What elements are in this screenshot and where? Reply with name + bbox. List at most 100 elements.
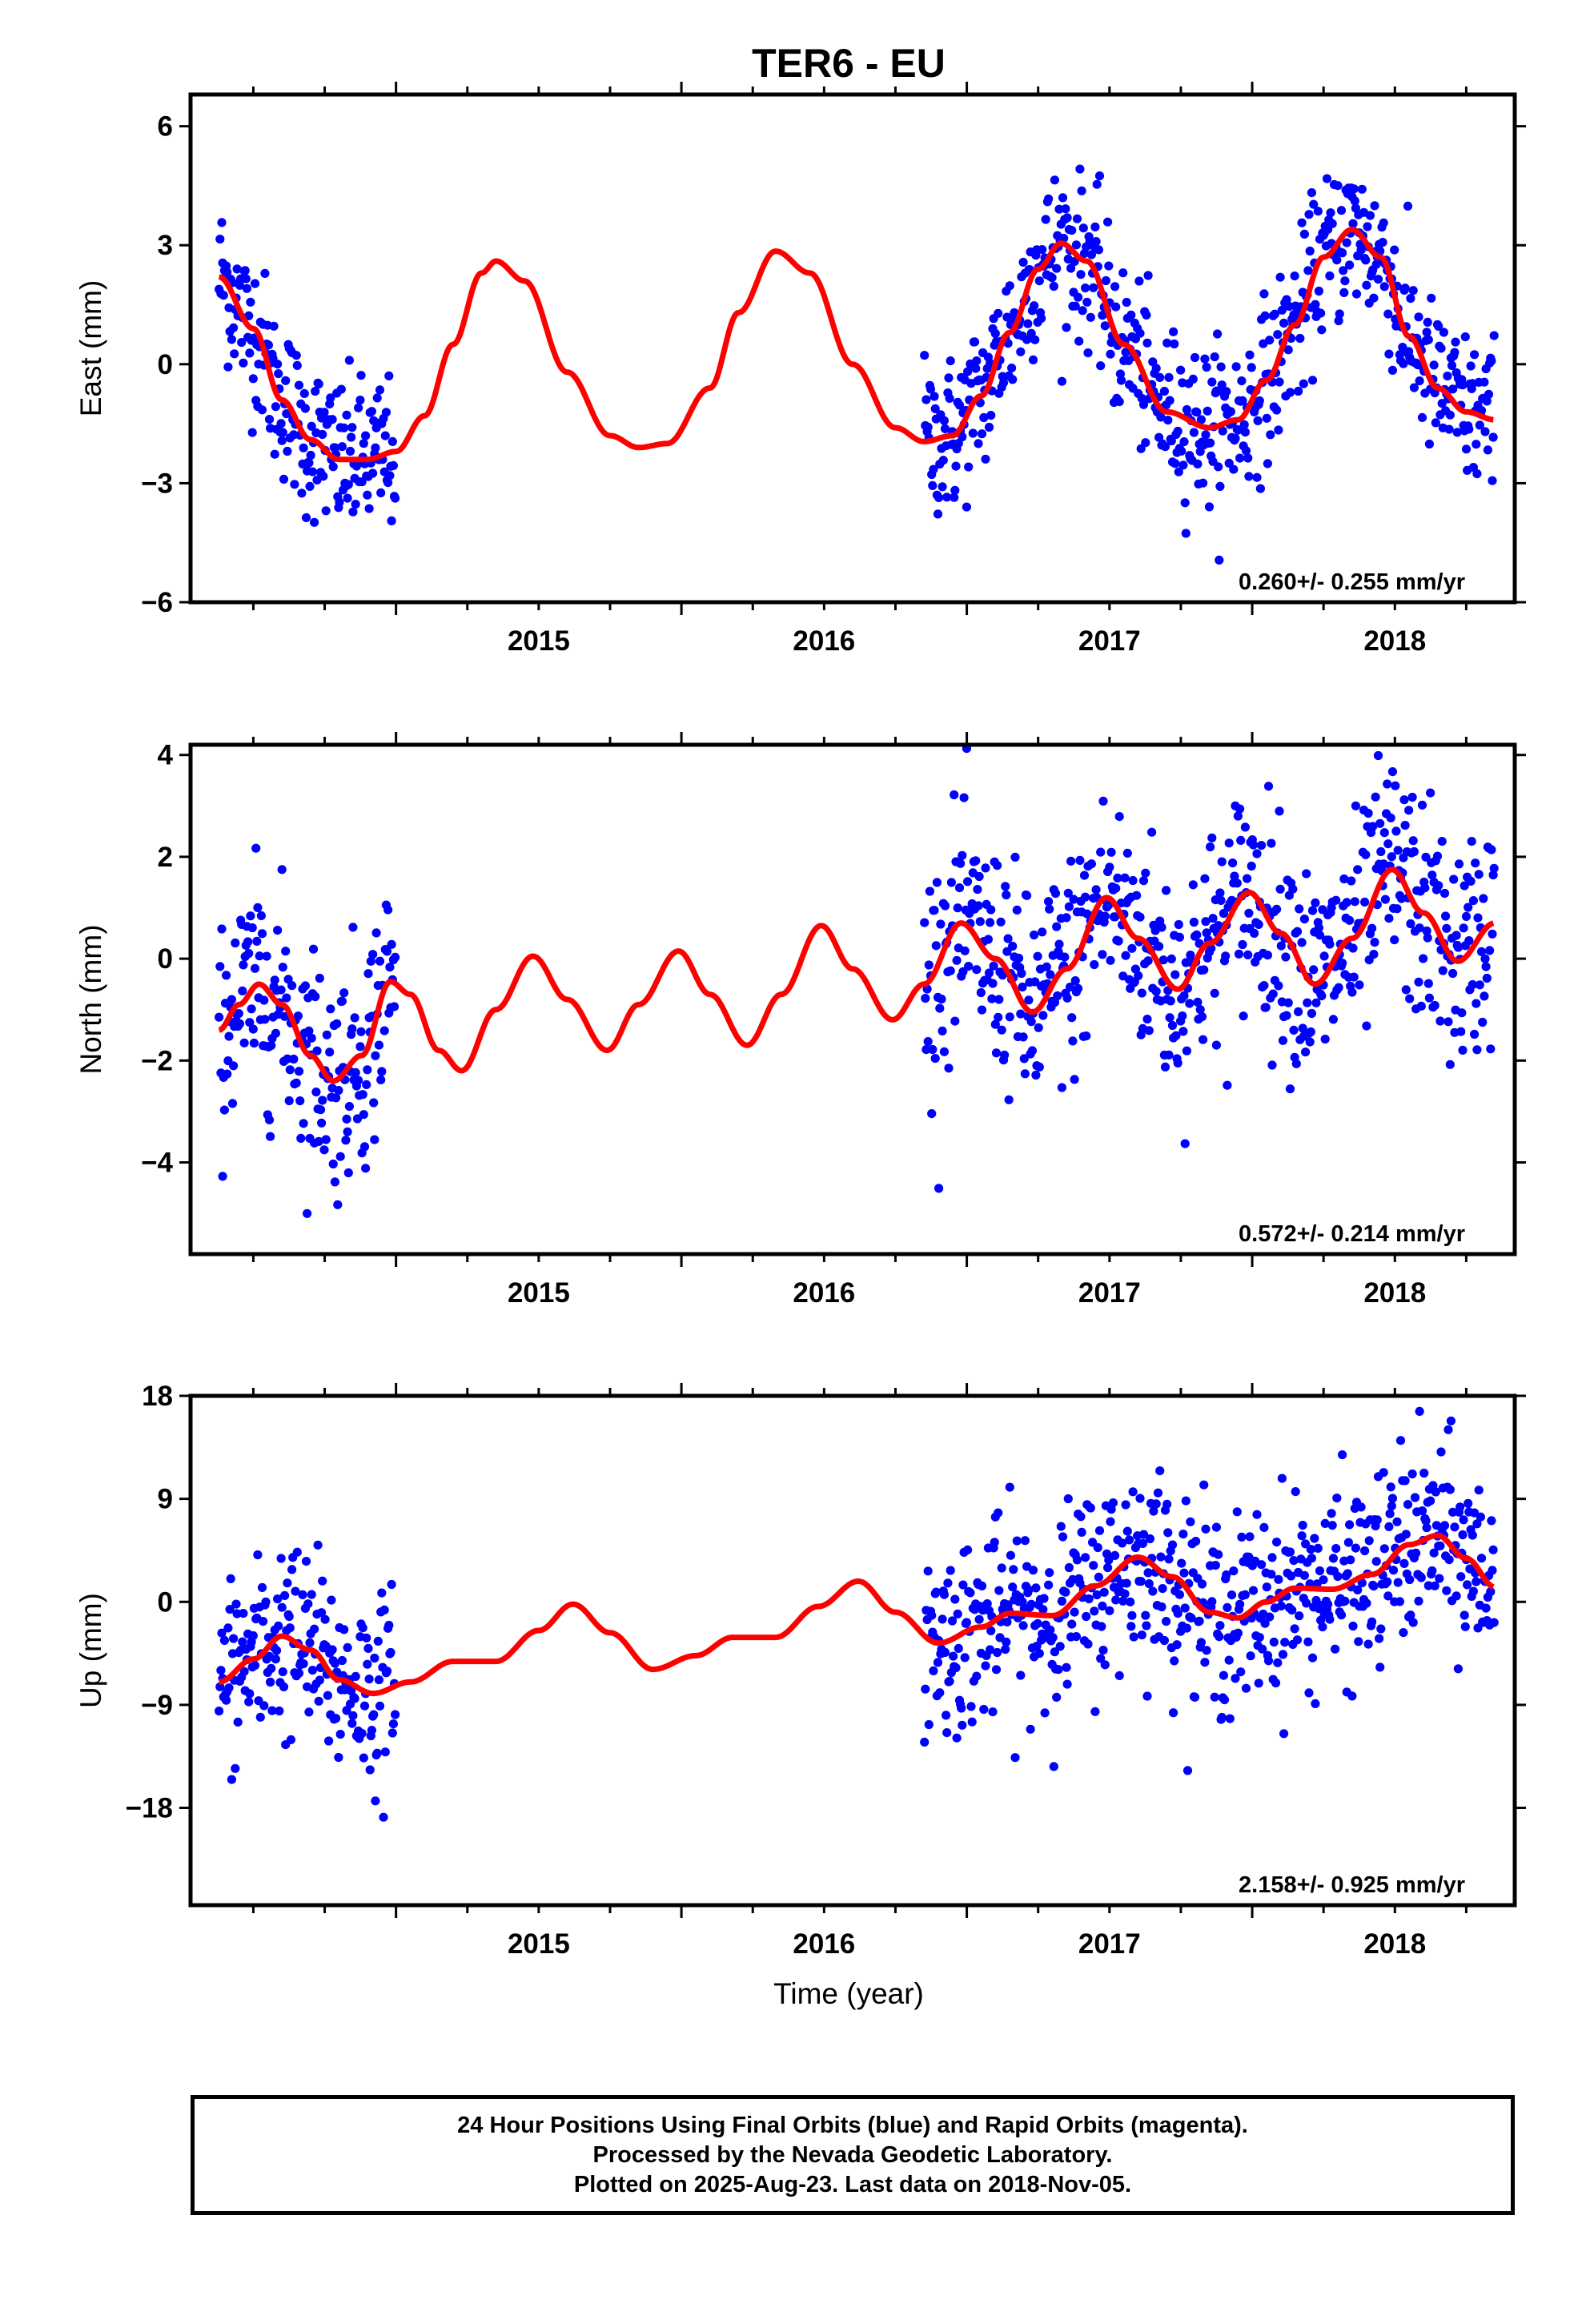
data-point	[1289, 1025, 1299, 1035]
data-point	[257, 1582, 267, 1592]
data-point	[1172, 1640, 1182, 1650]
data-point	[1423, 979, 1433, 988]
data-point	[1159, 387, 1169, 396]
data-point	[986, 905, 996, 915]
y-tick-label: 9	[158, 1484, 173, 1515]
data-point	[1174, 919, 1183, 930]
data-point	[1339, 266, 1348, 275]
data-point	[374, 1675, 383, 1685]
data-point	[950, 493, 959, 502]
data-point	[264, 1115, 275, 1124]
data-point	[1174, 1590, 1184, 1599]
data-point	[334, 1752, 343, 1763]
data-point	[1089, 283, 1098, 292]
data-point	[1483, 445, 1492, 455]
data-point	[217, 1628, 227, 1638]
data-point	[379, 1812, 388, 1822]
data-point	[1219, 1671, 1228, 1680]
data-point	[331, 1714, 341, 1723]
data-point	[1375, 1634, 1384, 1643]
data-point	[1126, 1622, 1136, 1631]
data-point	[1472, 1045, 1482, 1055]
data-point	[949, 1651, 958, 1661]
data-point	[1111, 1595, 1121, 1605]
data-point	[1439, 888, 1450, 899]
data-point	[1306, 1545, 1315, 1554]
data-point	[1468, 1586, 1478, 1596]
data-point	[1162, 338, 1172, 348]
data-point	[1269, 1637, 1279, 1647]
data-point	[1487, 356, 1496, 366]
data-point	[1278, 1650, 1288, 1659]
data-point	[370, 1653, 379, 1663]
data-point	[1415, 1406, 1424, 1416]
data-point	[1436, 344, 1446, 353]
data-point	[242, 283, 251, 293]
data-point	[1307, 1008, 1316, 1019]
data-point	[363, 1659, 372, 1669]
data-point	[255, 1712, 265, 1722]
data-point	[1120, 1589, 1130, 1598]
data-point	[307, 1590, 316, 1599]
data-point	[1144, 1026, 1154, 1035]
data-point	[1489, 331, 1499, 340]
data-point	[1243, 453, 1253, 463]
data-point	[946, 966, 955, 975]
data-point	[974, 871, 984, 882]
data-point	[1211, 1522, 1221, 1532]
data-point	[1391, 781, 1400, 790]
data-point	[1270, 309, 1279, 319]
data-point	[1233, 811, 1243, 821]
data-point	[1379, 218, 1388, 227]
data-point	[234, 1009, 243, 1019]
data-point	[215, 235, 225, 244]
data-point	[252, 936, 262, 946]
north-plot-frame	[188, 742, 1517, 1256]
data-point	[1092, 179, 1102, 189]
data-point	[271, 402, 280, 412]
data-point	[1315, 931, 1325, 940]
data-point	[927, 1109, 937, 1119]
data-point	[1160, 1062, 1170, 1072]
data-point	[1379, 282, 1389, 292]
data-point	[1351, 289, 1362, 299]
data-point	[1328, 1015, 1338, 1024]
data-point	[223, 1069, 232, 1079]
data-point	[1135, 328, 1145, 338]
data-point	[305, 1638, 315, 1647]
data-point	[963, 1545, 973, 1554]
data-point	[1298, 1521, 1307, 1530]
data-point	[243, 937, 253, 947]
data-point	[317, 1118, 327, 1128]
data-point	[1235, 453, 1245, 463]
data-point	[227, 335, 236, 344]
data-point	[1050, 1647, 1059, 1657]
data-point	[1040, 1708, 1050, 1718]
data-point	[1339, 874, 1349, 884]
data-point	[273, 360, 283, 369]
data-point	[1319, 951, 1329, 961]
data-point	[1338, 1450, 1347, 1460]
data-point	[1079, 870, 1090, 880]
data-point	[1285, 1084, 1295, 1094]
data-point	[1336, 206, 1347, 215]
data-point	[1118, 1538, 1127, 1548]
data-point	[245, 1018, 255, 1027]
data-point	[1180, 1139, 1190, 1148]
data-point	[1261, 1003, 1271, 1012]
data-point	[215, 1012, 224, 1022]
data-point	[1275, 377, 1284, 387]
data-point	[1360, 1546, 1370, 1556]
data-point	[336, 384, 346, 394]
data-point	[951, 1663, 961, 1673]
data-point	[1049, 281, 1058, 292]
data-point	[1207, 833, 1217, 842]
data-point	[284, 1096, 294, 1106]
data-point	[1258, 1644, 1267, 1654]
data-point	[1291, 1487, 1300, 1497]
data-point	[1448, 968, 1458, 979]
data-point	[1311, 300, 1320, 309]
data-point	[981, 863, 990, 873]
data-point	[964, 962, 974, 971]
data-point	[1191, 1537, 1201, 1546]
